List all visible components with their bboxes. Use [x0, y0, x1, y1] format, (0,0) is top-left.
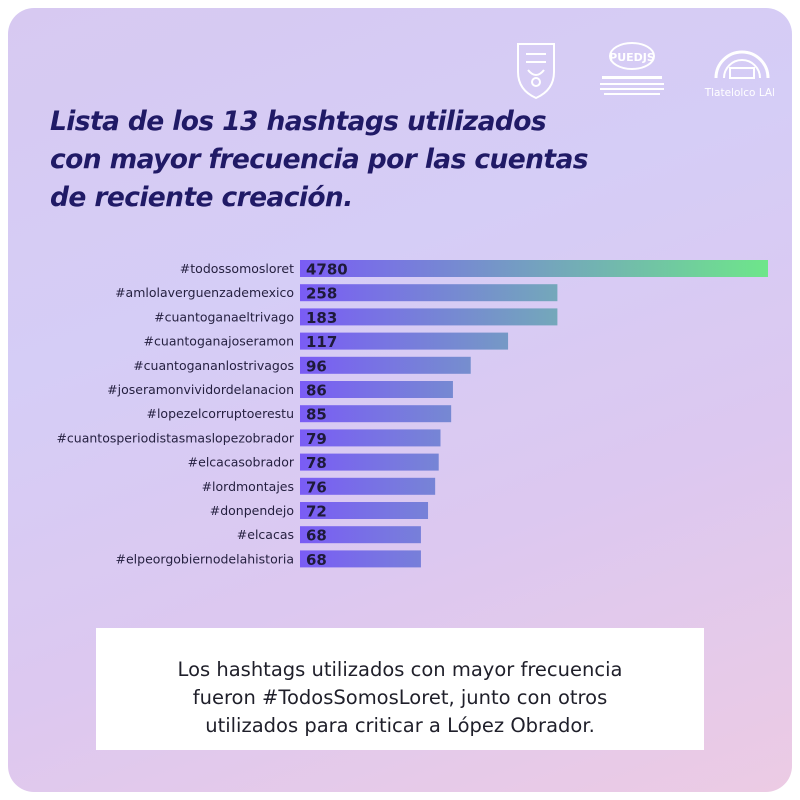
chart-title-line: con mayor frecuencia por las cuentas [50, 144, 589, 175]
bar-value-label: 68 [306, 551, 327, 569]
bar-category-label: #cuantosperiodistasmaslopezobrador [56, 430, 294, 445]
caption-line: fueron #TodosSomosLoret, junto con otros [192, 686, 608, 709]
chart-title-line: Lista de los 13 hashtags utilizados [50, 106, 547, 137]
bar-lopezelcorruptoerestu [300, 405, 452, 423]
bar-category-label: #cuantoganaeltrivago [154, 309, 294, 324]
bar-category-label: #todossomosloret [180, 261, 294, 276]
bar-cuantogananlostrivagos [300, 356, 471, 374]
infographic-card: PUEDJS Tlatelolco LAB Lista de los 13 ha… [8, 8, 792, 792]
bar-value-label: 68 [306, 527, 327, 545]
bar-value-label: 258 [306, 285, 337, 303]
bars-group: #todossomosloret 4780 #amlolaverguenzademe… [56, 260, 768, 569]
puedjs-logo-icon: PUEDJS [600, 42, 664, 95]
bar-value-label: 183 [306, 309, 337, 327]
university-crest-icon [517, 43, 555, 100]
bar-value-label: 79 [306, 430, 327, 448]
bar-category-label: #cuantoganajoseramon [144, 334, 294, 349]
bar-category-label: #elpeorgobiernodelahistoria [116, 551, 295, 566]
caption-line: Los hashtags utilizados con mayor frecue… [177, 658, 623, 681]
bar-cuantoganaeltrivago [300, 308, 558, 326]
bar-category-label: #amlolaverguenzademexico [115, 285, 294, 300]
bar-cuantoganajoseramon [300, 332, 509, 350]
bar-value-label: 78 [306, 454, 327, 472]
bar-category-label: #lordmontajes [202, 479, 294, 494]
bar-cuantosperiodistasmaslopezobrador [300, 429, 441, 447]
caption-line: utilizados para criticar a López Obrador… [205, 714, 595, 737]
bar-value-label: 85 [306, 406, 327, 424]
caption-box: Los hashtags utilizados con mayor frecue… [96, 628, 704, 750]
bar-category-label: #elcacas [237, 527, 294, 542]
bar-category-label: #elcacasobrador [188, 455, 295, 470]
bar-donpendejo [300, 502, 429, 519]
bar-category-label: #lopezelcorruptoerestu [146, 406, 294, 421]
bar-category-label: #cuantogananlostrivagos [133, 358, 294, 373]
tlatelolco-lab-logo-text: Tlatelolco LAB [704, 87, 774, 99]
bar-elpeorgobiernodelahistoria [300, 550, 421, 568]
logo-strip: PUEDJS Tlatelolco LAB [504, 38, 779, 108]
tlatelolco-lab-logo-icon: Tlatelolco LAB [704, 50, 779, 99]
bar-elcacasobrador [300, 453, 439, 471]
hashtag-bar-chart: #todossomosloret 4780 #amlolaverguenzademe… [56, 260, 768, 569]
bar-elcacas [300, 526, 421, 544]
bar-value-label: 72 [306, 503, 327, 521]
bar-amlolaverguenzademexico [300, 284, 558, 302]
chart-title-line: de reciente creación. [50, 182, 353, 213]
bar-value-label: 117 [306, 333, 337, 351]
bar-value-label: 96 [306, 357, 327, 375]
bar-category-label: #joseramonvividordelanacion [107, 382, 294, 397]
puedjs-logo-text: PUEDJS [609, 51, 655, 64]
bar-todossomosloret [300, 260, 768, 277]
bar-value-label: 76 [306, 478, 327, 496]
chart-title: Lista de los 13 hashtags utilizados con … [50, 103, 610, 217]
bar-lordmontajes [300, 477, 436, 495]
bar-joseramonvividordelanacion [300, 381, 453, 398]
bar-value-label: 4780 [306, 261, 348, 279]
bar-category-label: #donpendejo [210, 503, 294, 518]
bar-value-label: 86 [306, 382, 327, 400]
